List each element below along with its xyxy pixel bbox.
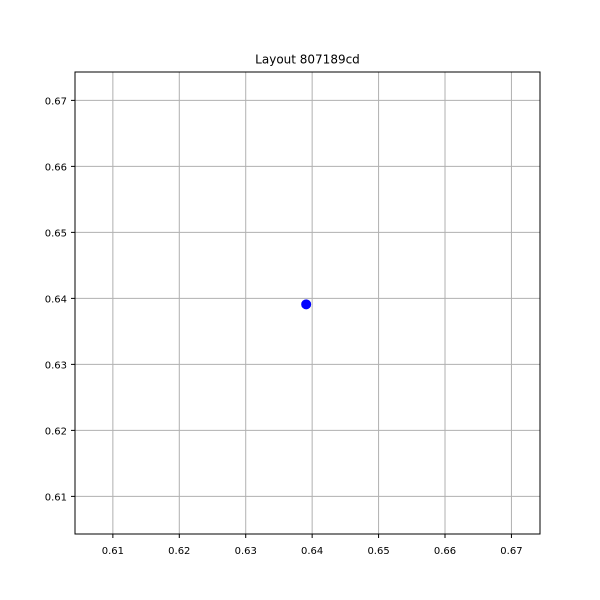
- data-point: [301, 299, 312, 310]
- chart-title: Layout 807189cd: [255, 53, 360, 67]
- x-tick-label: 0.61: [102, 546, 124, 557]
- y-tick-label: 0.65: [45, 228, 67, 239]
- x-tick-label: 0.63: [235, 546, 257, 557]
- y-tick-label: 0.67: [45, 96, 67, 107]
- x-tick-label: 0.66: [434, 546, 456, 557]
- plot-frame: [74, 71, 541, 535]
- x-tick-label: 0.64: [301, 546, 323, 557]
- x-tick-label: 0.65: [367, 546, 389, 557]
- y-tick-label: 0.63: [45, 360, 67, 371]
- grid-layer: [75, 72, 540, 534]
- x-tick-label: 0.67: [500, 546, 522, 557]
- y-tick-label: 0.64: [45, 294, 67, 305]
- y-tick-label: 0.66: [45, 162, 67, 173]
- y-tick-label: 0.62: [45, 426, 67, 437]
- points-layer: [301, 299, 312, 310]
- y-tick-label: 0.61: [45, 492, 67, 503]
- tick-layer: 0.61 0.62 0.63 0.64 0.65 0.66 0.67 0.61 0.62 0.63…: [45, 96, 523, 557]
- x-tick-label: 0.62: [168, 546, 190, 557]
